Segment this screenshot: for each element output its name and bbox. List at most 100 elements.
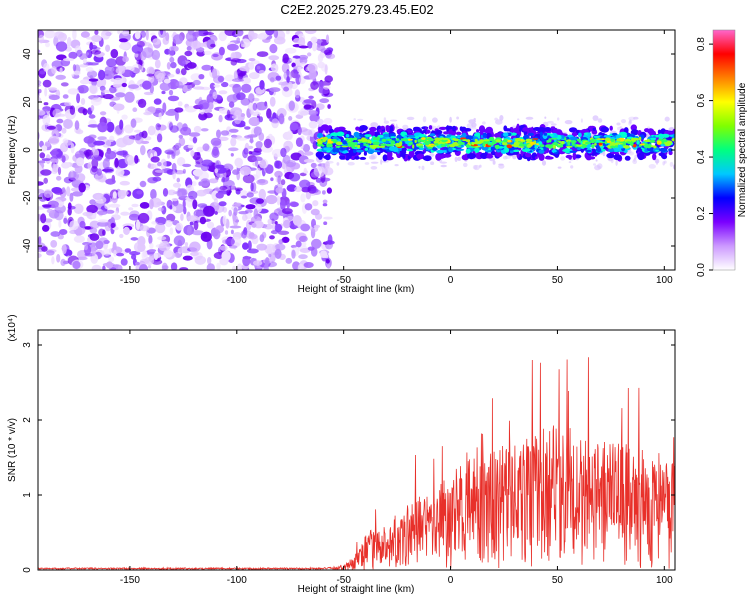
noise-blob <box>59 229 68 235</box>
noise-blob <box>46 250 55 256</box>
signal-mid-blob <box>317 132 323 139</box>
noise-blob <box>158 242 171 252</box>
noise-blob <box>212 53 219 58</box>
noise-blob <box>234 187 243 192</box>
signal-outer-blob <box>630 124 637 131</box>
signal-halo-blob <box>463 162 468 168</box>
noise-blob <box>192 32 202 37</box>
noise-blob <box>43 102 49 106</box>
signal-halo-blob <box>389 119 398 122</box>
noise-blob <box>189 241 201 253</box>
noise-blob <box>246 192 254 198</box>
signal-outer-blob <box>402 153 406 159</box>
signal-mid-blob <box>636 140 640 145</box>
noise-blob <box>48 94 60 101</box>
noise-blob <box>83 149 95 156</box>
noise-blob <box>105 261 114 269</box>
signal-halo-blob <box>557 117 560 121</box>
noise-blob <box>302 144 311 153</box>
noise-blob <box>266 108 272 119</box>
noise-blob <box>155 217 159 223</box>
noise-blob <box>173 235 186 246</box>
signal-mid-blob <box>388 146 398 152</box>
colorbar-tick-label: 0.8 <box>696 37 707 51</box>
noise-blob <box>224 238 235 246</box>
noise-blob <box>91 155 103 162</box>
noise-blob <box>192 152 201 161</box>
noise-blob <box>234 157 243 168</box>
noise-blob <box>172 169 176 180</box>
noise-blob <box>219 245 228 251</box>
noise-blob <box>323 85 331 90</box>
signal-halo-blob <box>321 163 324 169</box>
signal-outer-blob <box>515 125 520 131</box>
signal-outer-blob <box>525 152 532 158</box>
noise-blob <box>307 52 312 57</box>
noise-blob <box>274 243 286 251</box>
signal-halo-blob <box>456 116 459 120</box>
noise-blob <box>135 261 140 266</box>
spectrogram-signal-band <box>315 115 675 171</box>
noise-blob <box>120 211 130 216</box>
noise-blob <box>236 137 248 141</box>
noise-blob <box>240 230 248 239</box>
noise-blob <box>308 70 317 80</box>
noise-blob <box>137 212 150 224</box>
colorbar-tick-label: 0.0 <box>696 263 707 277</box>
signal-halo-blob <box>570 165 574 169</box>
signal-mid-blob <box>668 148 673 152</box>
noise-blob <box>320 250 328 258</box>
noise-blob <box>39 152 46 159</box>
noise-blob <box>68 51 78 60</box>
noise-blob <box>230 153 234 157</box>
signal-core-blob <box>483 139 490 142</box>
noise-blob <box>71 191 83 197</box>
noise-blob <box>258 188 266 200</box>
noise-blob <box>160 158 167 170</box>
noise-blob <box>188 190 198 200</box>
noise-blob <box>233 207 238 216</box>
noise-blob <box>184 242 189 247</box>
noise-blob <box>310 36 318 44</box>
noise-blob <box>323 167 334 176</box>
noise-blob <box>151 49 161 61</box>
noise-blob <box>124 154 135 166</box>
signal-mid-blob <box>587 132 591 138</box>
noise-blob <box>153 163 159 169</box>
noise-blob <box>323 221 328 225</box>
signal-core-blob <box>421 137 426 140</box>
signal-outer-blob <box>445 125 454 130</box>
noise-blob <box>100 30 111 40</box>
signal-core-blob <box>539 144 545 148</box>
signal-mid-blob <box>585 149 592 153</box>
noise-blob <box>303 159 315 163</box>
signal-core-blob <box>467 140 470 144</box>
noise-blob <box>269 43 278 54</box>
noise-blob <box>313 224 321 229</box>
noise-blob <box>113 103 125 111</box>
noise-blob <box>228 245 238 249</box>
signal-core-blob <box>616 142 624 145</box>
noise-blob <box>50 231 61 237</box>
signal-core-blob <box>381 138 387 142</box>
noise-blob <box>299 235 308 243</box>
noise-blob <box>325 34 330 43</box>
signal-core-blob <box>357 144 361 149</box>
noise-blob <box>112 191 117 199</box>
noise-blob <box>269 212 279 221</box>
noise-blob <box>42 114 51 126</box>
signal-outer-blob <box>613 154 622 161</box>
noise-blob <box>283 86 289 92</box>
y-tick-label: 2 <box>22 417 33 423</box>
noise-blob <box>167 95 180 102</box>
noise-blob <box>118 38 128 43</box>
noise-blob <box>204 112 213 119</box>
signal-core-blob <box>363 141 369 144</box>
noise-blob <box>213 84 221 88</box>
signal-core-blob <box>494 144 500 150</box>
noise-blob <box>103 166 115 174</box>
signal-core-blob <box>416 143 423 146</box>
noise-blob <box>80 98 86 105</box>
noise-blob <box>72 260 81 270</box>
